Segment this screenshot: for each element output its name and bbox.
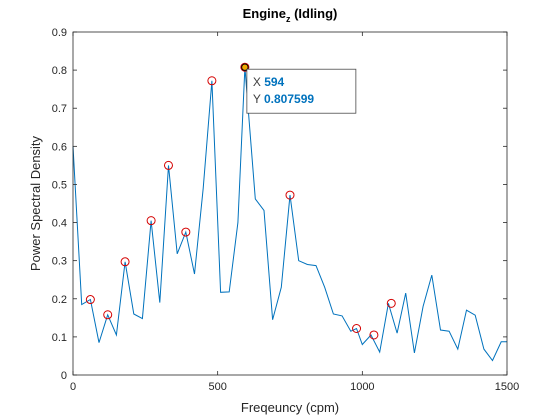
axes-box: [72, 31, 508, 376]
peak-marker[interactable]: [85, 295, 95, 305]
datatip-marker[interactable]: [241, 63, 249, 71]
x-axis-label: Freqeuncy (cpm): [241, 400, 339, 415]
peak-marker[interactable]: [181, 227, 191, 237]
peak-marker[interactable]: [146, 216, 156, 226]
y-tick-label: 0.8: [52, 65, 67, 77]
chart-title-suffix: (Idling): [290, 6, 337, 21]
y-tick-label: 0: [61, 370, 67, 382]
peak-marker[interactable]: [240, 62, 250, 72]
y-tick-label: 0.6: [52, 141, 67, 153]
y-tick-label: 0.2: [52, 294, 67, 306]
x-tick-label: 0: [70, 381, 76, 393]
peak-marker[interactable]: [103, 310, 113, 320]
x-tick-label: 1000: [350, 381, 374, 393]
chart-title: Enginez (Idling): [243, 6, 338, 24]
datatip-y-value: 0.807599: [264, 92, 314, 106]
chart-title-subscript: z: [286, 14, 291, 24]
y-tick-label: 0.7: [52, 103, 67, 115]
peak-marker[interactable]: [120, 257, 130, 267]
y-tick-label: 0.3: [52, 256, 67, 268]
datatip-box[interactable]: [246, 68, 357, 114]
y-tick-label: 0.9: [52, 27, 67, 39]
datatip-y-name: Y: [253, 92, 264, 106]
peak-marker[interactable]: [386, 298, 396, 308]
datatip-x-name: X: [253, 75, 264, 89]
psd-line: [72, 67, 507, 362]
peak-marker[interactable]: [285, 190, 295, 200]
peak-marker[interactable]: [207, 76, 217, 86]
x-tick-label: 500: [208, 381, 226, 393]
y-tick-label: 0.1: [52, 332, 67, 344]
x-tick-label: 1500: [495, 381, 519, 393]
chart-title-main: Engine: [243, 6, 286, 21]
datatip-x-value: 594: [264, 75, 284, 89]
peak-marker[interactable]: [352, 324, 362, 334]
datatip-y-row: Y 0.807599: [253, 92, 315, 106]
y-axis-label: Power Spectral Density: [28, 135, 43, 271]
peak-marker[interactable]: [369, 330, 379, 340]
datatip-x-row: X 594: [253, 75, 285, 89]
y-tick-label: 0.4: [52, 218, 67, 230]
y-tick-label: 0.5: [52, 179, 67, 191]
peak-marker[interactable]: [163, 160, 173, 170]
